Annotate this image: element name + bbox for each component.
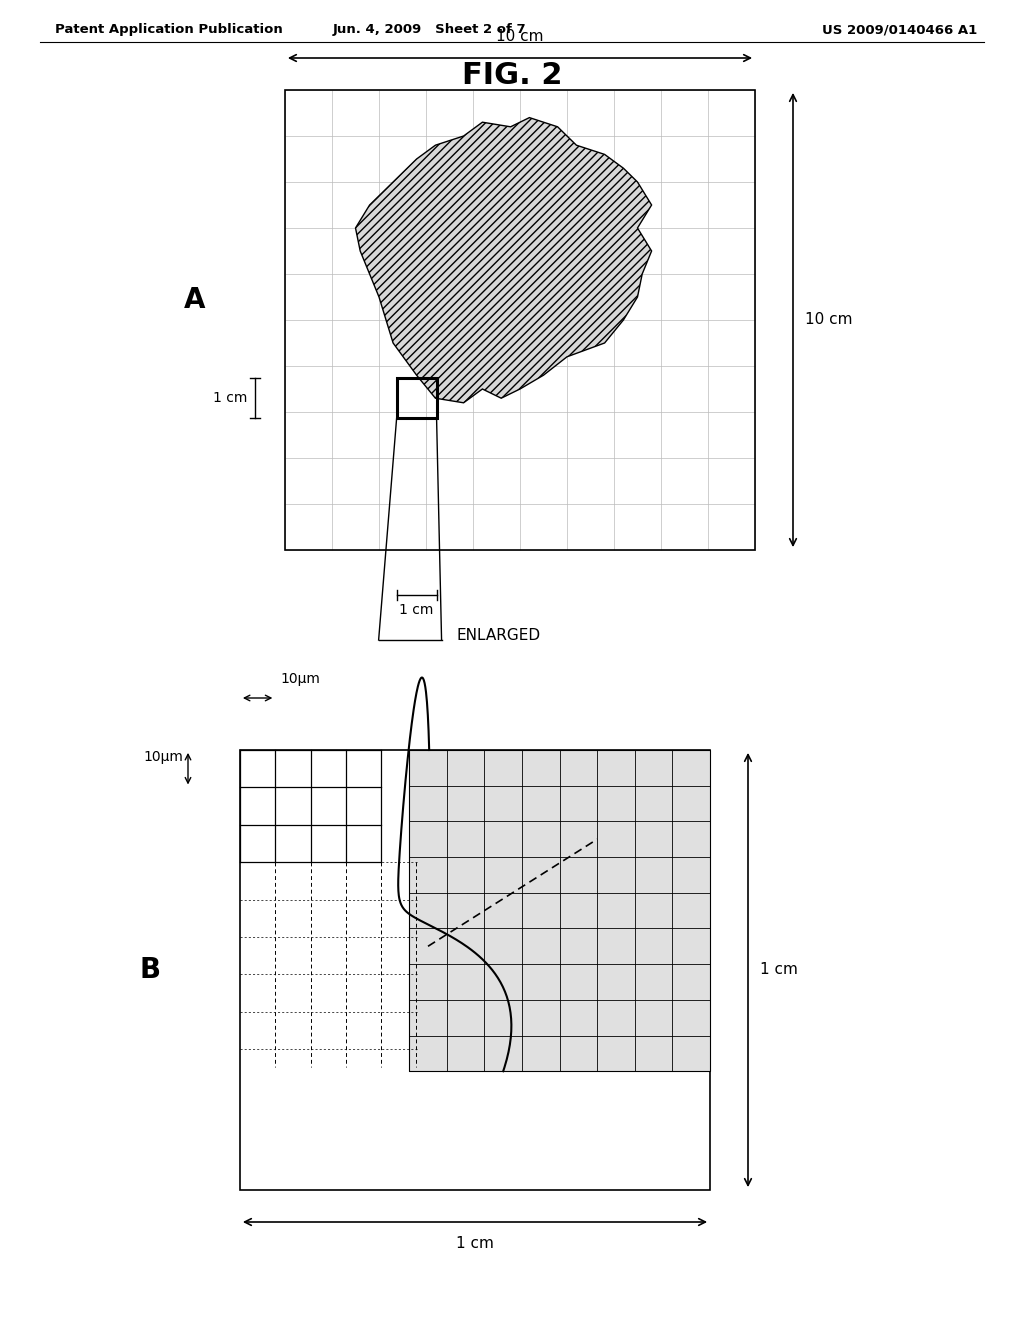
Text: US 2009/0140466 A1: US 2009/0140466 A1 [822, 24, 978, 37]
Text: B: B [139, 956, 161, 983]
Bar [285, 90, 755, 550]
Text: 10μm: 10μm [281, 672, 321, 686]
Bar [410, 750, 710, 1072]
Text: 1 cm: 1 cm [399, 603, 434, 616]
Polygon shape [355, 117, 651, 403]
Text: 10 cm: 10 cm [497, 29, 544, 44]
Bar [410, 750, 710, 1072]
Text: 1 cm: 1 cm [213, 391, 247, 405]
Text: FIG. 2: FIG. 2 [462, 61, 562, 90]
Text: A: A [184, 286, 206, 314]
Text: 1 cm: 1 cm [456, 1236, 494, 1251]
Bar [396, 379, 436, 418]
Text: 10 cm: 10 cm [805, 313, 853, 327]
Text: ENLARGED: ENLARGED [457, 627, 541, 643]
Bar [240, 750, 710, 1191]
Text: 10μm: 10μm [143, 750, 183, 764]
Text: Patent Application Publication: Patent Application Publication [55, 24, 283, 37]
Text: 1 cm: 1 cm [760, 962, 798, 978]
Text: Jun. 4, 2009   Sheet 2 of 7: Jun. 4, 2009 Sheet 2 of 7 [333, 24, 526, 37]
